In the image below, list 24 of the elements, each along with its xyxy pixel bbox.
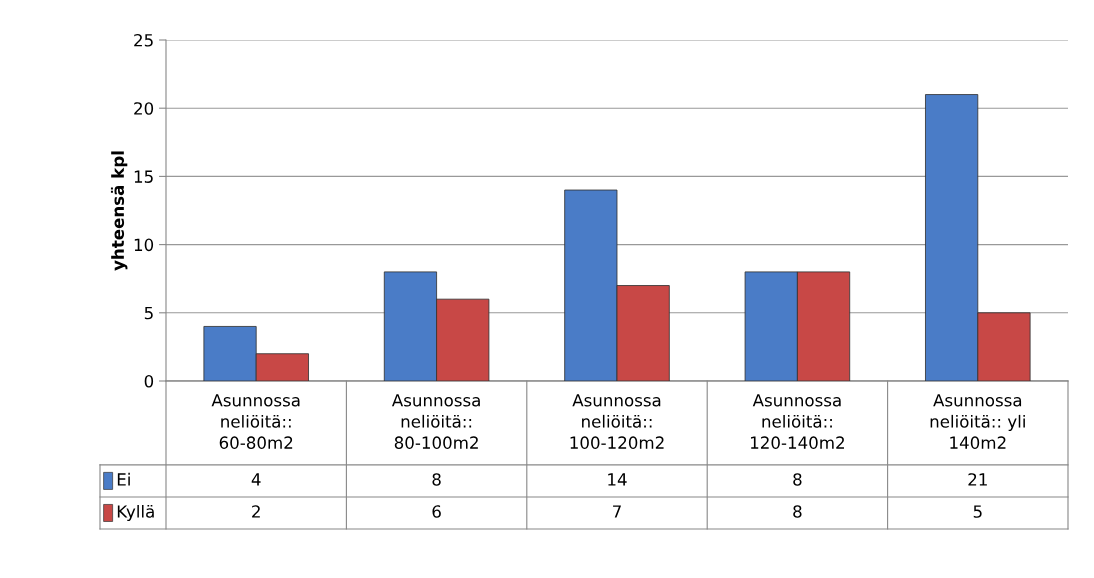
legend-label: Kyllä bbox=[117, 504, 154, 522]
data-label: 14 bbox=[608, 473, 627, 486]
y-axis-title: yhteensä kpl bbox=[110, 151, 128, 271]
y-tick-label: 15 bbox=[134, 170, 153, 183]
data-label: 8 bbox=[793, 473, 802, 486]
x-tick-label: Asunnossa neliöitä:: 80-100m2 bbox=[391, 394, 480, 449]
y-tick-label: 0 bbox=[144, 374, 154, 388]
x-tick-label: Asunnossa neliöitä:: 60-80m2 bbox=[211, 394, 300, 449]
legend-label: Ei bbox=[117, 472, 130, 486]
data-label: 2 bbox=[252, 505, 260, 518]
x-tick-label: Asunnossa neliöitä:: 100-120m2 bbox=[570, 394, 664, 449]
y-tick-label: 20 bbox=[134, 102, 154, 115]
x-tick-label: Asunnossa neliöitä:: yli 140m2 bbox=[930, 394, 1025, 449]
data-label: 21 bbox=[968, 473, 987, 486]
y-tick-label: 10 bbox=[134, 238, 154, 252]
data-label: 4 bbox=[251, 473, 261, 486]
data-label: 8 bbox=[432, 473, 441, 486]
x-tick-label: Asunnossa neliöitä:: 120-140m2 bbox=[750, 394, 844, 449]
y-tick-label: 5 bbox=[144, 306, 153, 320]
data-label: 5 bbox=[973, 505, 982, 518]
data-label: 7 bbox=[613, 505, 621, 518]
data-label: 6 bbox=[432, 505, 441, 518]
y-tick-label: 25 bbox=[134, 33, 153, 47]
data-label: 8 bbox=[793, 505, 802, 518]
